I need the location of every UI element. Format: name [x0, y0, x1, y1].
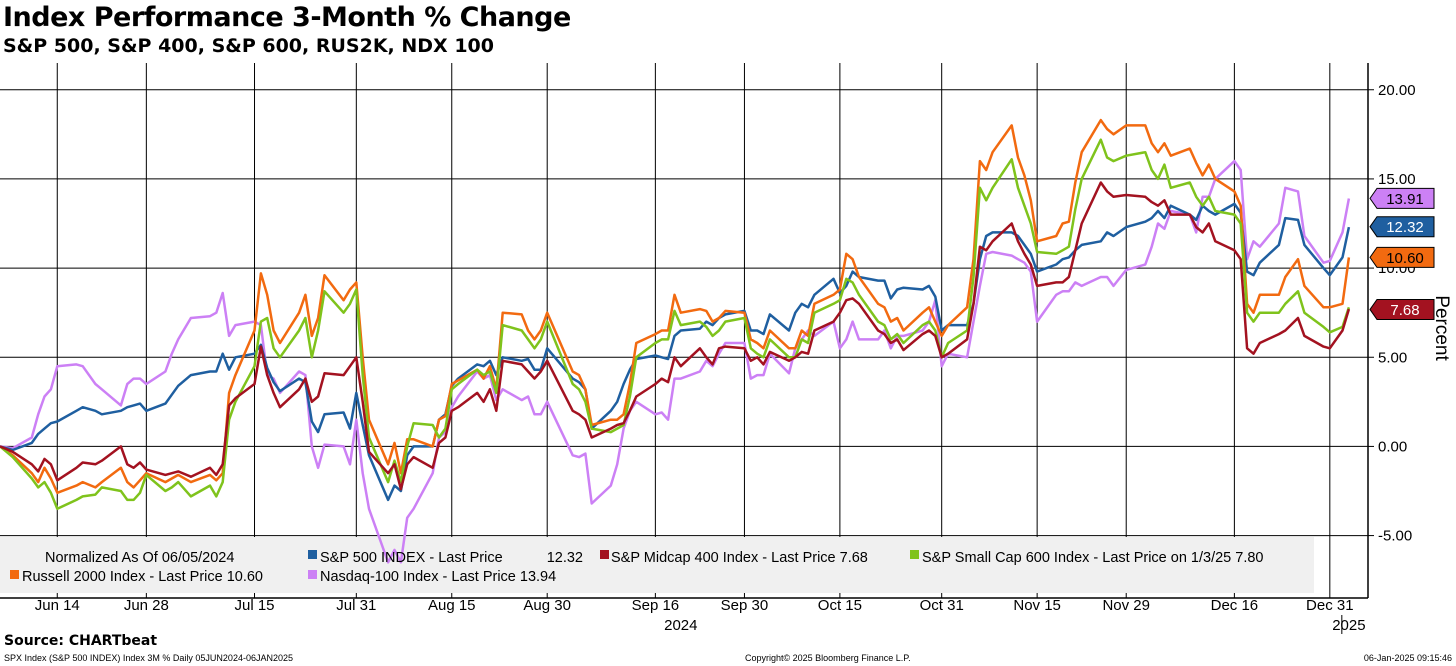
x-tick-label: Dec 16 [1211, 597, 1259, 614]
source-note: Source: CHARTbeat [4, 633, 158, 649]
x-tick-label: Oct 31 [920, 597, 964, 614]
grid-lines [0, 63, 1368, 598]
x-tick-label: Jun 14 [35, 597, 80, 614]
x-tick-label: Nov 29 [1102, 597, 1150, 614]
last-value-tag [1369, 187, 1435, 209]
legend-value: 12.32 [547, 550, 583, 566]
last-value-tag [1369, 246, 1435, 268]
legend-entry: S&P Small Cap 600 Index - Last Price on … [922, 550, 1264, 566]
last-value-label: 12.32 [1386, 219, 1424, 236]
legend-entry: S&P Midcap 400 Index - Last Price 7.68 [611, 550, 868, 566]
footer-copyright: Copyright© 2025 Bloomberg Finance L.P. [745, 653, 911, 663]
last-value-tag [1369, 216, 1435, 238]
x-tick-label: Jul 31 [336, 597, 376, 614]
x-tick-label: Sep 16 [632, 597, 680, 614]
x-tick-label: Oct 15 [818, 597, 862, 614]
x-tick-label: Dec 31 [1306, 597, 1354, 614]
page-subtitle: S&P 500, S&P 400, S&P 600, RUS2K, NDX 10… [3, 35, 494, 57]
footer-timestamp: 06-Jan-2025 09:15:46 [1363, 653, 1452, 663]
series-line [0, 159, 1351, 564]
legend-box [0, 537, 1314, 593]
legend-entry: Russell 2000 Index - Last Price 10.60 [22, 569, 263, 585]
x-tick-label: Jun 28 [124, 597, 169, 614]
last-value-label: 10.60 [1386, 250, 1424, 267]
series-line [0, 181, 1351, 491]
series-line [0, 138, 1351, 511]
x-year-label: 2024 [664, 617, 697, 634]
last-value-tag [1369, 298, 1435, 320]
x-tick-label: Jul 15 [234, 597, 274, 614]
page-title: Index Performance 3-Month % Change [3, 2, 571, 33]
x-tick-label: Aug 15 [428, 597, 476, 614]
legend-swatch [910, 550, 919, 559]
last-value-tags: 13.91 12.32 10.60 7.68 [1369, 187, 1435, 320]
series-lines [0, 118, 1351, 564]
y-tick-label: 5.00 [1378, 349, 1407, 366]
series-line [0, 202, 1351, 502]
plot-frame [0, 63, 1369, 599]
series-line [0, 118, 1351, 495]
legend-entry: S&P 500 INDEX - Last Price [320, 550, 503, 566]
y-tick-label: 15.00 [1378, 171, 1416, 188]
x-tick-label: Sep 30 [721, 597, 769, 614]
legend-swatch [600, 550, 609, 559]
last-value-label: 7.68 [1390, 302, 1419, 319]
last-value-label: 13.91 [1386, 191, 1424, 208]
footer-index-info: SPX Index (S&P 500 INDEX) Index 3M % Dai… [4, 653, 293, 663]
legend-normalized-text: Normalized As Of 06/05/2024 [45, 550, 234, 566]
y-tick-label: 0.00 [1378, 438, 1407, 455]
y-axis-title: Percent [1431, 295, 1452, 361]
legend-entry: Nasdaq-100 Index - Last Price 13.94 [320, 569, 556, 585]
y-tick-label: 20.00 [1378, 82, 1416, 99]
legend-swatch [10, 570, 19, 579]
y-tick-label: -5.00 [1378, 528, 1412, 545]
legend: Normalized As Of 06/05/2024 S&P 500 INDEX… [10, 550, 1264, 585]
legend-swatch [308, 570, 317, 579]
legend-swatch [308, 550, 317, 559]
x-tick-label: Nov 15 [1013, 597, 1061, 614]
x-year-label: 2025 [1332, 617, 1365, 634]
x-tick-label: Aug 30 [523, 597, 571, 614]
